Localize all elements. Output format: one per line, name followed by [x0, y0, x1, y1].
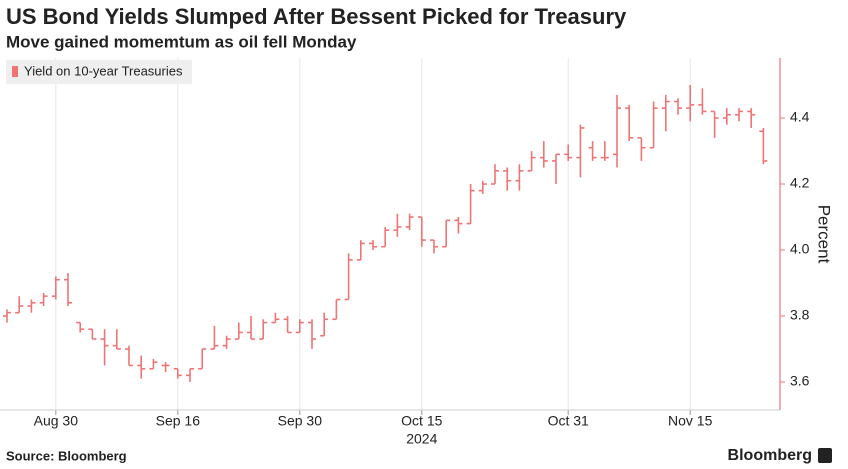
x-tick-label: Aug 30 [34, 413, 79, 429]
x-tick-label: Sep 30 [278, 413, 323, 429]
y-tick-label: 3.8 [790, 307, 810, 323]
source: Source: Bloomberg [6, 448, 127, 463]
chart-subtitle: Move gained momemtum as oil fell Monday [6, 32, 357, 51]
legend-swatch [12, 66, 18, 77]
y-axis-label: Percent [815, 205, 834, 264]
brand-icon [818, 448, 832, 463]
brand: Bloomberg [728, 447, 812, 464]
year-label: 2024 [406, 431, 437, 447]
y-tick-label: 4.2 [790, 175, 810, 191]
x-tick-label: Oct 15 [401, 413, 442, 429]
legend-box [6, 60, 192, 84]
x-tick-label: Nov 15 [668, 413, 713, 429]
y-tick-label: 4.0 [790, 241, 810, 257]
x-tick-label: Oct 31 [548, 413, 589, 429]
chart-title: US Bond Yields Slumped After Bessent Pic… [6, 4, 627, 29]
x-tick-label: Sep 16 [156, 413, 201, 429]
y-tick-label: 4.4 [790, 109, 810, 125]
legend-label: Yield on 10-year Treasuries [24, 63, 183, 78]
y-tick-label: 3.6 [790, 373, 810, 389]
